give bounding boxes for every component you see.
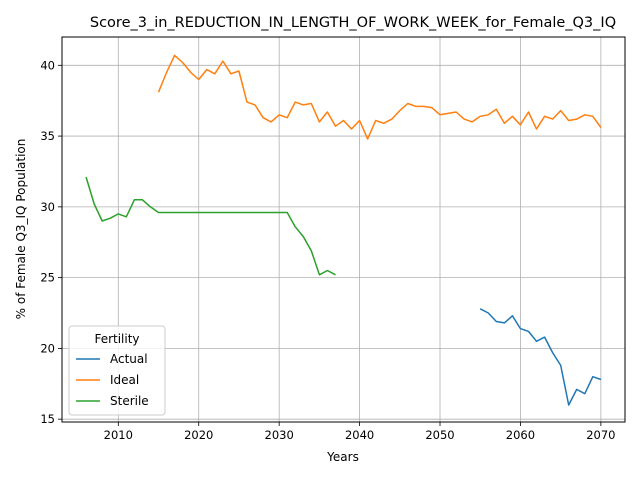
x-tick-label: 2070 — [586, 428, 615, 442]
chart-title: Score_3_in_REDUCTION_IN_LENGTH_OF_WORK_W… — [90, 15, 616, 31]
x-tick-label: 2060 — [506, 428, 535, 442]
x-tick-label: 2050 — [425, 428, 454, 442]
series-line-ideal — [157, 54, 602, 140]
series-line-actual — [479, 308, 602, 406]
legend-label-ideal: Ideal — [110, 373, 139, 387]
x-tick-label: 2040 — [345, 428, 374, 442]
y-tick-label: 20 — [40, 341, 55, 355]
x-tick-label: 2030 — [265, 428, 294, 442]
legend-title: Fertility — [94, 332, 139, 346]
y-tick-label: 25 — [40, 271, 55, 285]
series-layer — [85, 54, 602, 406]
legend-items: Actual Ideal Sterile — [76, 352, 149, 408]
y-tick-label: 15 — [40, 412, 55, 426]
legend: Fertility Actual Ideal Sterile — [68, 325, 166, 416]
y-axis-ticks: 15 20 25 30 35 40 — [40, 58, 62, 426]
legend-label-sterile: Sterile — [110, 394, 149, 408]
legend-box — [68, 325, 166, 416]
legend-label-actual: Actual — [110, 352, 148, 366]
y-tick-label: 35 — [40, 129, 55, 143]
plot-frame — [61, 36, 626, 423]
y-tick-label: 40 — [40, 58, 55, 72]
x-tick-label: 2020 — [184, 428, 213, 442]
grid-lines — [62, 37, 625, 422]
x-axis-ticks: 2010 2020 2030 2040 2050 2060 2070 — [104, 422, 616, 442]
y-axis-label: % of Female Q3_IQ Population — [14, 139, 28, 320]
x-tick-label: 2010 — [104, 428, 133, 442]
y-tick-label: 30 — [40, 200, 55, 214]
x-axis-label: Years — [326, 450, 359, 464]
series-line-sterile — [85, 176, 336, 276]
